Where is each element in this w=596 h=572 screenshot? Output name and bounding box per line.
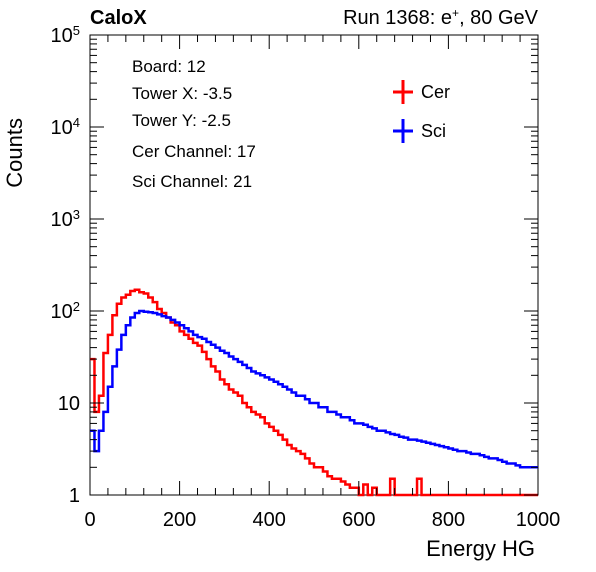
- info-cer-channel: Cer Channel: 17: [132, 142, 256, 161]
- y-tick-label: 103: [51, 207, 80, 232]
- legend: Cer Sci: [393, 80, 450, 143]
- x-axis-title: Energy HG: [426, 536, 535, 561]
- legend-label-sci: Sci: [421, 121, 446, 141]
- y-tick-label: 10: [58, 393, 80, 415]
- y-tick-label: 104: [51, 115, 80, 140]
- x-tick-label: 800: [432, 509, 465, 531]
- y-tick-label: 102: [51, 299, 80, 324]
- legend-marker-cer: [393, 80, 413, 104]
- series-line-sci: [90, 309, 538, 469]
- x-tick-label: 1000: [516, 509, 561, 531]
- info-box: Board: 12 Tower X: -3.5 Tower Y: -2.5 Ce…: [118, 46, 358, 196]
- info-tower-x: Tower X: -3.5: [132, 84, 232, 103]
- series-line-cer: [90, 288, 538, 497]
- info-sci-channel: Sci Channel: 21: [132, 172, 252, 191]
- x-tick-label: 0: [84, 509, 95, 531]
- x-tick-label: 200: [163, 509, 196, 531]
- info-board: Board: 12: [132, 57, 206, 76]
- legend-marker-sci: [393, 119, 413, 143]
- x-tick-label: 600: [342, 509, 375, 531]
- legend-label-cer: Cer: [421, 82, 450, 102]
- y-tick-label: 105: [51, 23, 80, 48]
- x-tick-label: 400: [253, 509, 286, 531]
- y-axis-title: Counts: [2, 118, 27, 188]
- info-box-bg: [118, 46, 358, 196]
- y-tick-label: 1: [69, 485, 80, 507]
- series-layer: [90, 288, 538, 497]
- axis-layer: 0 200 400 600 800 1000 1 10 102 103 104 105: [51, 23, 561, 532]
- experiment-label: CaloX: [90, 7, 147, 29]
- info-tower-y: Tower Y: -2.5: [132, 111, 231, 130]
- run-label: Run 1368: e+, 80 GeV: [343, 6, 539, 29]
- plot-frame: [89, 34, 539, 496]
